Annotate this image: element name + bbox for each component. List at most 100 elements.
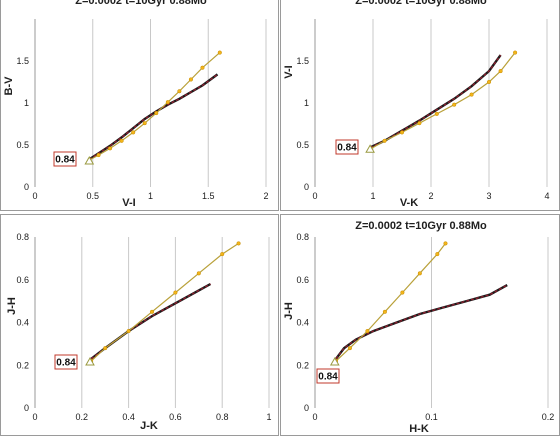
series-isochrone-highlight <box>335 284 508 360</box>
series-model-point <box>400 290 405 295</box>
x-tick-label: 0.5 <box>86 191 99 201</box>
series-isochrone-line <box>335 284 508 360</box>
y-tick-label: 0 <box>24 403 29 413</box>
annotation-box <box>54 354 78 370</box>
x-tick-label: 0.2 <box>76 412 89 422</box>
x-axis-label: V-K <box>400 197 418 209</box>
series-model-line <box>369 52 516 150</box>
annotation-box <box>53 151 77 167</box>
series-model-point <box>165 100 170 105</box>
x-tick-label: 4 <box>544 191 549 201</box>
marker-triangle <box>329 357 340 366</box>
x-tick-label: 1 <box>148 191 153 201</box>
series-model-point <box>443 241 448 246</box>
y-tick-label: 0.6 <box>296 275 309 285</box>
chart-panel-bv-vi: 0 0.5 1 1.5 2 0 0.5 1 1.5 Z=0.0002 t=10Gyr 0.88Mo… <box>0 0 279 211</box>
y-tick-label: 0.6 <box>16 275 29 285</box>
x-tick-label: 3 <box>486 191 491 201</box>
series-model-point <box>382 309 387 314</box>
x-axis-label: H-K <box>409 423 429 435</box>
series-model-point <box>96 153 101 158</box>
annotation-box <box>335 139 359 155</box>
series-model-point <box>126 329 131 334</box>
chart-title: Z=0.0002 t=10Gyr 0.88Mo <box>75 0 207 7</box>
series-model-line <box>89 52 221 161</box>
series-model-point <box>196 271 201 276</box>
y-tick-label: 0.5 <box>16 140 29 150</box>
y-tick-label: 1.5 <box>16 56 29 66</box>
series-model-point <box>149 309 155 314</box>
series-model-point <box>469 92 474 97</box>
series-model-point <box>217 50 222 55</box>
y-tick-label: 0.8 <box>296 232 309 242</box>
series-model-point <box>498 69 503 74</box>
marker-triangle <box>84 155 95 165</box>
series-isochrone-line <box>90 282 212 360</box>
chart-title: Z=0.0002 t=10Gyr 0.88Mo <box>355 220 487 232</box>
series-model-point <box>220 252 225 257</box>
x-tick-label: 0 <box>312 191 317 201</box>
annotation-label: 0.84 <box>55 155 75 166</box>
chart-jh-jk: 0 0.2 0.4 0.6 0.8 1 0 0.2 0.4 0.6 0.8 J-K J-H 0.84 <box>6 232 272 432</box>
series-isochrone-line <box>369 54 502 149</box>
chart-panel-vi-vk: 0 1 2 3 4 0 0.5 1 1.5 Z=0.0002 t=10Gyr 0.88Mo V-K V… <box>280 0 560 211</box>
chart-panel-jh-jk: 0 0.2 0.4 0.6 0.8 1 0 0.2 0.4 0.6 0.8 J-K J-H 0.84 <box>0 214 279 436</box>
y-tick-label: 0.8 <box>16 232 29 242</box>
y-tick-label: 1 <box>24 98 29 108</box>
y-tick-label: 0 <box>24 182 29 192</box>
marker-triangle <box>85 357 95 366</box>
y-axis-label: B-V <box>3 76 15 96</box>
annotation-box <box>316 368 340 384</box>
series-isochrone-highlight <box>369 54 502 149</box>
series-model-point <box>236 241 241 246</box>
series-model-line <box>335 243 446 362</box>
series-model-point <box>434 111 439 116</box>
y-axis-label: V-I <box>283 65 295 78</box>
series-model-point <box>382 138 387 143</box>
x-tick-label: 0.1 <box>425 412 438 422</box>
series-model-point <box>131 130 136 135</box>
x-tick-label: 1 <box>370 191 375 201</box>
series-model-point <box>513 50 518 55</box>
x-tick-label: 0 <box>32 412 37 422</box>
y-axis-label: J-H <box>6 297 18 315</box>
x-tick-label: 0.8 <box>216 412 229 422</box>
x-tick-label: 0.4 <box>122 412 135 422</box>
annotation-label: 0.84 <box>337 143 357 154</box>
x-tick-label: 1 <box>266 412 271 422</box>
y-tick-label: 0.4 <box>296 318 309 328</box>
chart-title: Z=0.0002 t=10Gyr 0.88Mo <box>355 0 487 7</box>
annotation-label: 0.84 <box>318 372 338 383</box>
series-model-point <box>399 130 405 135</box>
series-isochrone-highlight <box>90 283 211 360</box>
chart-vi-vk: 0 1 2 3 4 0 0.5 1 1.5 Z=0.0002 t=10Gyr 0.88Mo V-K V… <box>283 0 550 209</box>
y-tick-label: 0.2 <box>296 360 309 370</box>
x-tick-label: 0.6 <box>169 412 182 422</box>
chart-bv-vi: 0 0.5 1 1.5 2 0 0.5 1 1.5 Z=0.0002 t=10Gyr 0.88Mo… <box>3 0 269 209</box>
x-tick-label: 0.2 <box>542 412 555 422</box>
x-tick-label: 0 <box>32 191 37 201</box>
series-model-point <box>417 271 422 276</box>
marker-triangle <box>365 144 375 153</box>
y-tick-label: 0 <box>304 182 309 192</box>
series-model-point <box>119 138 124 143</box>
series-model-point <box>452 102 457 107</box>
x-axis-label: J-K <box>140 420 158 432</box>
series-model-point <box>200 65 205 70</box>
series-model-point <box>347 346 352 351</box>
y-tick-label: 0.4 <box>16 318 29 328</box>
series-model-point <box>365 329 370 334</box>
series-model-point <box>435 252 440 257</box>
series-model-point <box>188 77 193 82</box>
series-model-point <box>154 111 159 116</box>
x-tick-label: 1.5 <box>202 191 215 201</box>
x-tick-label: 2 <box>428 191 433 201</box>
series-model-point <box>142 121 147 126</box>
x-axis-label: V-I <box>122 197 135 209</box>
series-model-point <box>103 346 108 351</box>
y-tick-label: 1 <box>304 98 309 108</box>
y-tick-label: 0.2 <box>16 360 29 370</box>
y-tick-label: 0.5 <box>296 140 309 150</box>
annotation-label: 0.84 <box>56 358 76 369</box>
